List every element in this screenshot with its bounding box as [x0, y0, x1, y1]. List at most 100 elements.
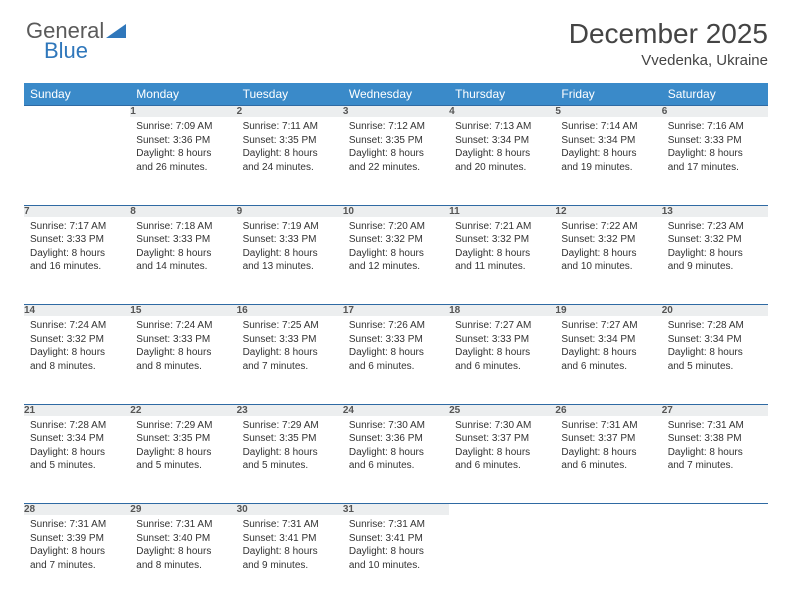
day-cell-body: Sunrise: 7:29 AMSunset: 3:35 PMDaylight:… — [237, 416, 343, 479]
daylight-text: Daylight: 8 hours and 22 minutes. — [349, 147, 443, 174]
sunset-text: Sunset: 3:35 PM — [349, 134, 443, 148]
day-cell-body: Sunrise: 7:16 AMSunset: 3:33 PMDaylight:… — [662, 117, 768, 180]
sunset-text: Sunset: 3:32 PM — [561, 233, 655, 247]
daylight-text: Daylight: 8 hours and 6 minutes. — [349, 446, 443, 473]
sunrise-text: Sunrise: 7:20 AM — [349, 220, 443, 234]
day-number: 29 — [130, 504, 236, 516]
day-number: 1 — [130, 106, 236, 118]
sunset-text: Sunset: 3:36 PM — [349, 432, 443, 446]
daynum-row: 123456 — [24, 106, 768, 118]
daylight-text: Daylight: 8 hours and 5 minutes. — [30, 446, 124, 473]
sunrise-text: Sunrise: 7:31 AM — [136, 518, 230, 532]
day-cell: Sunrise: 7:21 AMSunset: 3:32 PMDaylight:… — [449, 217, 555, 305]
day-cell-body: Sunrise: 7:20 AMSunset: 3:32 PMDaylight:… — [343, 217, 449, 280]
sunset-text: Sunset: 3:33 PM — [455, 333, 549, 347]
day-cell-body: Sunrise: 7:13 AMSunset: 3:34 PMDaylight:… — [449, 117, 555, 180]
sunrise-text: Sunrise: 7:09 AM — [136, 120, 230, 134]
day-number: 30 — [237, 504, 343, 516]
day-cell-body: Sunrise: 7:25 AMSunset: 3:33 PMDaylight:… — [237, 316, 343, 379]
day-cell: Sunrise: 7:28 AMSunset: 3:34 PMDaylight:… — [662, 316, 768, 404]
daylight-text: Daylight: 8 hours and 6 minutes. — [561, 446, 655, 473]
sunset-text: Sunset: 3:32 PM — [30, 333, 124, 347]
daylight-text: Daylight: 8 hours and 6 minutes. — [561, 346, 655, 373]
sunset-text: Sunset: 3:41 PM — [349, 532, 443, 546]
day-cell: Sunrise: 7:24 AMSunset: 3:32 PMDaylight:… — [24, 316, 130, 404]
day-cell: Sunrise: 7:30 AMSunset: 3:36 PMDaylight:… — [343, 416, 449, 504]
daylight-text: Daylight: 8 hours and 11 minutes. — [455, 247, 549, 274]
day-cell-body: Sunrise: 7:18 AMSunset: 3:33 PMDaylight:… — [130, 217, 236, 280]
day-cell: Sunrise: 7:20 AMSunset: 3:32 PMDaylight:… — [343, 217, 449, 305]
sunrise-text: Sunrise: 7:31 AM — [561, 419, 655, 433]
sunrise-text: Sunrise: 7:30 AM — [349, 419, 443, 433]
sunset-text: Sunset: 3:41 PM — [243, 532, 337, 546]
day-number: 28 — [24, 504, 130, 516]
weekday-header: Sunday — [24, 83, 130, 106]
sunrise-text: Sunrise: 7:29 AM — [136, 419, 230, 433]
day-cell: Sunrise: 7:12 AMSunset: 3:35 PMDaylight:… — [343, 117, 449, 205]
daylight-text: Daylight: 8 hours and 14 minutes. — [136, 247, 230, 274]
day-number: 15 — [130, 305, 236, 317]
day-cell: Sunrise: 7:18 AMSunset: 3:33 PMDaylight:… — [130, 217, 236, 305]
day-cell-body: Sunrise: 7:19 AMSunset: 3:33 PMDaylight:… — [237, 217, 343, 280]
week-row: Sunrise: 7:28 AMSunset: 3:34 PMDaylight:… — [24, 416, 768, 504]
day-cell: Sunrise: 7:25 AMSunset: 3:33 PMDaylight:… — [237, 316, 343, 404]
day-cell-body: Sunrise: 7:14 AMSunset: 3:34 PMDaylight:… — [555, 117, 661, 180]
sunset-text: Sunset: 3:33 PM — [243, 333, 337, 347]
month-title: December 2025 — [569, 18, 768, 50]
day-cell: Sunrise: 7:31 AMSunset: 3:41 PMDaylight:… — [343, 515, 449, 603]
daylight-text: Daylight: 8 hours and 8 minutes. — [136, 346, 230, 373]
week-row: Sunrise: 7:17 AMSunset: 3:33 PMDaylight:… — [24, 217, 768, 305]
day-cell-body: Sunrise: 7:31 AMSunset: 3:37 PMDaylight:… — [555, 416, 661, 479]
sunrise-text: Sunrise: 7:31 AM — [349, 518, 443, 532]
day-number: 27 — [662, 404, 768, 416]
daylight-text: Daylight: 8 hours and 7 minutes. — [243, 346, 337, 373]
daylight-text: Daylight: 8 hours and 10 minutes. — [561, 247, 655, 274]
day-cell: Sunrise: 7:31 AMSunset: 3:40 PMDaylight:… — [130, 515, 236, 603]
day-cell: Sunrise: 7:26 AMSunset: 3:33 PMDaylight:… — [343, 316, 449, 404]
day-number: 12 — [555, 205, 661, 217]
week-row: Sunrise: 7:09 AMSunset: 3:36 PM Daylight:… — [24, 117, 768, 205]
daylight-text: Daylight: 8 hours and 9 minutes. — [243, 545, 337, 572]
weekday-header: Thursday — [449, 83, 555, 106]
day-cell: Sunrise: 7:11 AMSunset: 3:35 PMDaylight:… — [237, 117, 343, 205]
day-cell-body: Sunrise: 7:31 AMSunset: 3:40 PMDaylight:… — [130, 515, 236, 578]
sunrise-text: Sunrise: 7:19 AM — [243, 220, 337, 234]
calendar-body: 123456Sunrise: 7:09 AMSunset: 3:36 PMDay… — [24, 106, 768, 604]
sunrise-text: Sunrise: 7:28 AM — [30, 419, 124, 433]
sunset-text: Sunset: 3:32 PM — [668, 233, 762, 247]
daylight-text: Daylight: 8 hours and 9 minutes. — [668, 247, 762, 274]
sunset-text: Sunset: 3:36 PM — [136, 134, 230, 148]
daylight-text: Daylight: 8 hours and 6 minutes. — [455, 346, 549, 373]
sunset-text: Sunset: 3:33 PM — [30, 233, 124, 247]
sunrise-text: Sunrise: 7:12 AM — [349, 120, 443, 134]
sunrise-text: Sunrise: 7:27 AM — [561, 319, 655, 333]
daylight-text: Daylight: 8 hours and 5 minutes. — [243, 446, 337, 473]
sunrise-text: Sunrise: 7:27 AM — [455, 319, 549, 333]
weekday-header: Saturday — [662, 83, 768, 106]
daylight-text: Daylight: 8 hours and 24 minutes. — [243, 147, 337, 174]
weekday-header-row: Sunday Monday Tuesday Wednesday Thursday… — [24, 83, 768, 106]
logo-triangle-icon — [106, 22, 126, 40]
day-cell-body: Sunrise: 7:11 AMSunset: 3:35 PMDaylight:… — [237, 117, 343, 180]
sunset-text: Sunset: 3:32 PM — [349, 233, 443, 247]
daylight-text: Daylight: 8 hours and 5 minutes. — [136, 446, 230, 473]
day-cell: Sunrise: 7:09 AMSunset: 3:36 PMDaylight:… — [130, 117, 236, 205]
day-cell-body: Sunrise: 7:31 AMSunset: 3:38 PMDaylight:… — [662, 416, 768, 479]
sunset-text: Sunset: 3:34 PM — [455, 134, 549, 148]
day-cell-body: Sunrise: 7:28 AMSunset: 3:34 PMDaylight:… — [662, 316, 768, 379]
daynum-row: 78910111213 — [24, 205, 768, 217]
day-cell-body: Sunrise: 7:21 AMSunset: 3:32 PMDaylight:… — [449, 217, 555, 280]
weekday-header: Friday — [555, 83, 661, 106]
day-cell-body: Sunrise: 7:17 AMSunset: 3:33 PMDaylight:… — [24, 217, 130, 280]
sunrise-text: Sunrise: 7:13 AM — [455, 120, 549, 134]
day-cell-body: Sunrise: 7:31 AMSunset: 3:41 PMDaylight:… — [237, 515, 343, 578]
daylight-text: Daylight: 8 hours and 12 minutes. — [349, 247, 443, 274]
sunset-text: Sunset: 3:33 PM — [349, 333, 443, 347]
title-block: December 2025 Vvedenka, Ukraine — [569, 18, 768, 69]
day-cell: Sunrise: 7:23 AMSunset: 3:32 PMDaylight:… — [662, 217, 768, 305]
daylight-text: Daylight: 8 hours and 17 minutes. — [668, 147, 762, 174]
sunrise-text: Sunrise: 7:21 AM — [455, 220, 549, 234]
sunset-text: Sunset: 3:32 PM — [455, 233, 549, 247]
daylight-text: Daylight: 8 hours and 16 minutes. — [30, 247, 124, 274]
week-row: Sunrise: 7:24 AMSunset: 3:32 PMDaylight:… — [24, 316, 768, 404]
